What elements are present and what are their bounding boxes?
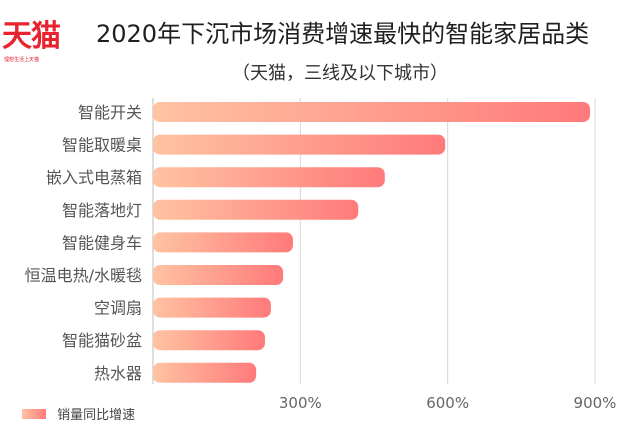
bar [153, 102, 591, 122]
bar [153, 265, 284, 285]
logo-slogan: 理想生活上天猫 [4, 57, 40, 63]
bar [153, 232, 293, 253]
bar [153, 362, 257, 383]
x-tick-label: 300% [279, 394, 322, 412]
category-label: 智能落地灯 [62, 201, 142, 220]
category-label: 智能开关 [78, 103, 142, 122]
logo-text: 天猫 [2, 19, 61, 54]
category-label: 嵌入式电蒸箱 [46, 168, 142, 187]
bar [153, 199, 359, 220]
category-label: 空调扇 [94, 299, 142, 318]
category-label: 智能健身车 [62, 233, 142, 252]
chart-subtitle: （天猫，三线及以下城市） [232, 63, 448, 84]
x-tick-label: 600% [426, 394, 469, 412]
bar [153, 167, 385, 188]
chart-legend: 销量同比增速 [22, 403, 135, 423]
category-label: 热水器 [94, 364, 142, 383]
bar [153, 134, 446, 155]
legend-label: 销量同比增速 [57, 408, 136, 423]
bar [153, 297, 271, 318]
category-label: 智能猫砂盆 [62, 331, 142, 350]
x-tick-label: 900% [574, 394, 617, 412]
category-label: 智能取暖桌 [62, 136, 142, 155]
bar-chart: 智能开关智能取暖桌嵌入式电蒸箱智能落地灯智能健身车恒温电热/水暖毯空调扇智能猫砂… [25, 98, 617, 412]
tmall-logo: 天猫 理想生活上天猫 [0, 14, 80, 70]
chart-title: 2020年下沉市场消费增速最快的智能家居品类 [96, 20, 590, 48]
category-label: 恒温电热/水暖毯 [25, 266, 142, 285]
bar [153, 330, 265, 351]
legend-swatch [22, 408, 46, 419]
